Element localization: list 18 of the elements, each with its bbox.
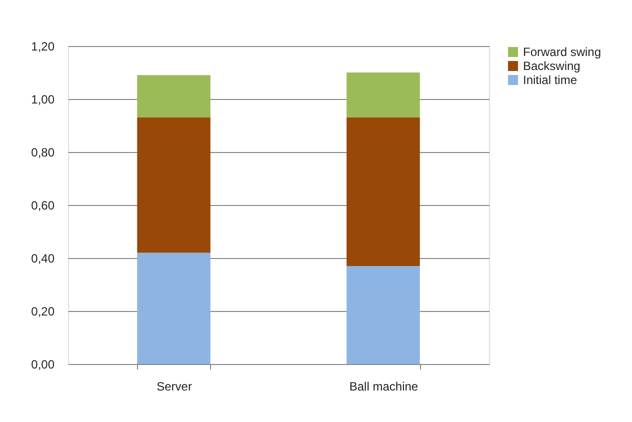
bar (346, 266, 420, 364)
y-tick-label: 0,00 (31, 358, 55, 372)
legend-label: Backswing (523, 59, 580, 73)
bar (346, 72, 420, 118)
y-tick-label: 0,80 (31, 146, 55, 160)
y-tick-label: 0,20 (31, 304, 55, 318)
bar (137, 252, 210, 364)
y-tick-label: 0,40 (31, 252, 55, 266)
bar (346, 118, 420, 266)
x-tick-label: Server (156, 380, 192, 394)
legend-label: Initial time (523, 73, 578, 87)
y-tick-label: 0,60 (31, 198, 55, 212)
y-tick-label: 1,00 (31, 92, 55, 106)
bar (137, 118, 210, 253)
bar (137, 75, 210, 118)
legend-label: Forward swing (523, 45, 602, 59)
y-tick-label: 1,20 (31, 40, 55, 54)
x-tick-label: Ball machine (349, 380, 418, 394)
